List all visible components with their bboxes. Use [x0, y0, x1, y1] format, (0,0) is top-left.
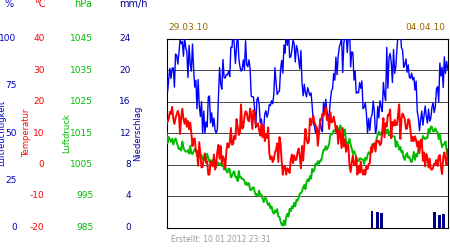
Text: 04.04.10: 04.04.10	[405, 24, 446, 32]
Text: 20: 20	[33, 97, 45, 106]
Text: Luftdruck: Luftdruck	[62, 113, 71, 153]
Text: hPa: hPa	[74, 0, 92, 9]
Text: Erstellt: 10.01.2012 23:31: Erstellt: 10.01.2012 23:31	[171, 235, 270, 244]
Text: 1045: 1045	[70, 34, 93, 43]
Text: 0: 0	[39, 160, 45, 169]
Text: -20: -20	[30, 223, 45, 232]
Text: 1035: 1035	[70, 66, 93, 75]
Bar	[380, 213, 382, 228]
Bar	[433, 212, 436, 228]
Text: 1015: 1015	[70, 128, 93, 138]
Text: 0: 0	[11, 223, 17, 232]
Text: 30: 30	[33, 66, 45, 75]
Bar	[442, 214, 445, 228]
Text: -10: -10	[30, 192, 45, 200]
Text: 25: 25	[5, 176, 17, 185]
Text: Niederschlag: Niederschlag	[133, 106, 142, 161]
Text: 16: 16	[119, 97, 131, 106]
Text: 100: 100	[0, 34, 17, 43]
Text: Temperatur: Temperatur	[22, 109, 31, 157]
Text: 4: 4	[125, 192, 131, 200]
Text: 0: 0	[125, 223, 131, 232]
Text: 75: 75	[5, 82, 17, 90]
Text: 1005: 1005	[70, 160, 93, 169]
Text: 8: 8	[125, 160, 131, 169]
Text: 995: 995	[76, 192, 93, 200]
Bar	[376, 212, 379, 228]
Bar	[371, 211, 373, 228]
Text: 20: 20	[120, 66, 131, 75]
Text: 985: 985	[76, 223, 93, 232]
Text: mm/h: mm/h	[119, 0, 148, 9]
Text: Luftfeuchtigkeit: Luftfeuchtigkeit	[0, 100, 6, 166]
Text: 12: 12	[120, 128, 131, 138]
Text: 1025: 1025	[70, 97, 93, 106]
Text: 10: 10	[33, 128, 45, 138]
Text: 24: 24	[120, 34, 131, 43]
Text: °C: °C	[34, 0, 45, 9]
Text: 50: 50	[5, 128, 17, 138]
Text: 29.03.10: 29.03.10	[169, 24, 209, 32]
Bar	[438, 215, 441, 228]
Text: %: %	[4, 0, 13, 9]
Text: 40: 40	[33, 34, 45, 43]
